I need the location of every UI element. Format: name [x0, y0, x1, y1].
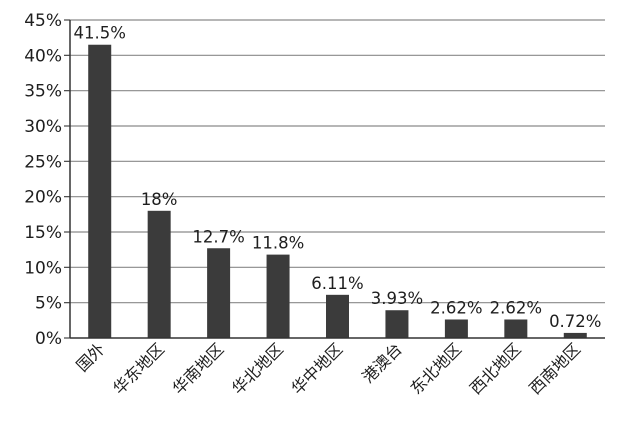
y-tick-label: 40%	[24, 46, 62, 66]
x-category-label: 西北地区	[466, 339, 525, 398]
data-label: 2.62%	[430, 298, 482, 317]
bars	[88, 44, 587, 338]
x-category-label: 东北地区	[407, 339, 466, 398]
y-tick-label: 5%	[35, 294, 62, 314]
bar	[326, 294, 349, 338]
y-axis-tick-labels: 0% 5% 10% 15% 20% 25% 30% 35% 40% 45%	[24, 11, 70, 349]
bar	[266, 254, 290, 338]
data-label: 6.11%	[311, 274, 363, 293]
y-tick-label: 15%	[24, 223, 62, 243]
data-label: 18%	[141, 190, 178, 209]
y-tick-label: 10%	[24, 258, 62, 278]
data-label: 0.72%	[549, 312, 601, 331]
bar	[504, 319, 528, 338]
data-label: 2.62%	[490, 298, 542, 317]
data-label: 11.8%	[252, 234, 304, 253]
y-tick-label: 35%	[24, 82, 62, 102]
bar	[88, 44, 112, 338]
y-tick-label: 45%	[24, 11, 62, 31]
x-category-label: 华南地区	[169, 339, 228, 398]
data-label: 12.7%	[192, 227, 244, 246]
bar	[563, 332, 587, 338]
bar	[385, 310, 409, 338]
x-category-label: 华中地区	[288, 339, 347, 398]
x-category-label: 华东地区	[109, 339, 168, 398]
x-category-label: 港澳台	[358, 339, 405, 386]
bar	[147, 210, 171, 338]
x-category-label: 西南地区	[525, 339, 584, 398]
data-label: 3.93%	[371, 289, 423, 308]
bar	[207, 248, 231, 338]
y-tick-label: 20%	[24, 188, 62, 208]
data-label: 41.5%	[74, 24, 126, 43]
y-tick-label: 25%	[24, 152, 62, 172]
bar	[444, 319, 468, 338]
x-axis-category-labels: 国外 华东地区 华南地区 华北地区 华中地区 港澳台 东北地区 西北地区 西南地区	[72, 339, 584, 398]
y-tick-label: 30%	[24, 117, 62, 137]
x-category-label: 华北地区	[228, 339, 287, 398]
data-labels: 41.5% 18% 12.7% 11.8% 6.11% 3.93% 2.62% 2.62% 0.…	[74, 24, 602, 331]
y-tick-label: 0%	[35, 329, 62, 349]
x-category-label: 国外	[72, 339, 108, 375]
